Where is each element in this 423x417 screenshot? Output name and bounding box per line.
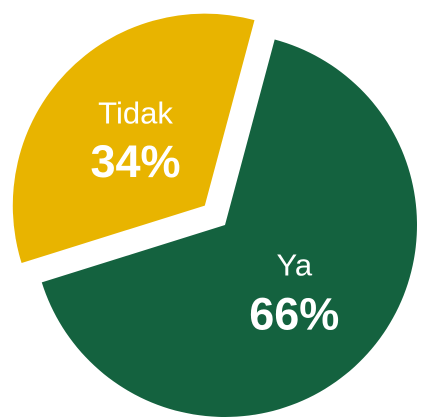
pie-slice <box>12 13 255 264</box>
slice-value-label: 66% <box>249 288 339 339</box>
slice-name: Tidak <box>98 95 173 130</box>
slice-value-label: 34% <box>90 136 180 187</box>
pie-slice <box>41 39 417 417</box>
slice-name: Ya <box>276 248 312 283</box>
